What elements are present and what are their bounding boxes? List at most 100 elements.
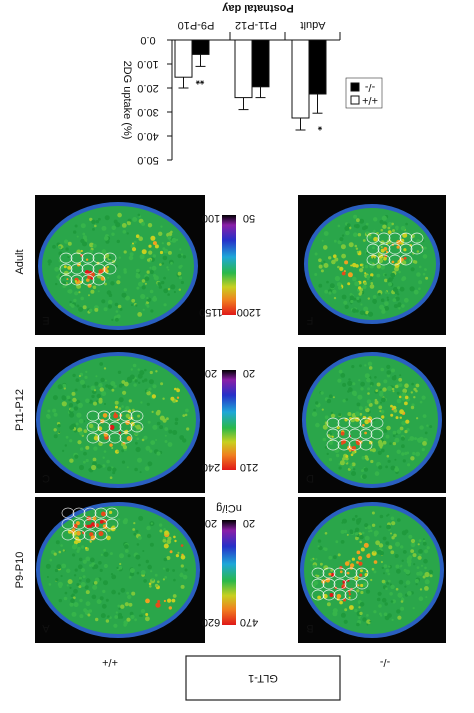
signal-speck: [404, 383, 409, 389]
signal-speck: [164, 530, 169, 536]
signal-speck: [64, 444, 68, 447]
barrel-outline: [355, 578, 369, 590]
signal-speck: [148, 582, 152, 586]
signal-speck: [344, 226, 350, 231]
autoradiograph: [35, 497, 205, 643]
x-tick-label: Adult: [300, 19, 325, 31]
signal-speck: [400, 436, 405, 441]
signal-speck: [97, 290, 100, 293]
signal-speck: [328, 256, 332, 260]
signal-speck: [180, 555, 186, 560]
signal-speck: [398, 579, 404, 585]
signal-speck: [396, 449, 401, 454]
signal-speck: [152, 296, 158, 302]
signal-speck: [344, 608, 348, 612]
signal-speck: [386, 296, 389, 299]
signal-speck: [130, 614, 135, 620]
signal-speck: [54, 568, 59, 573]
signal-speck: [355, 264, 359, 268]
signal-speck: [322, 424, 328, 430]
signal-speck: [342, 399, 346, 403]
signal-speck: [151, 410, 154, 413]
signal-speck: [341, 271, 346, 276]
barrel-outline: [97, 421, 111, 433]
signal-speck: [117, 604, 121, 608]
signal-speck: [109, 424, 115, 430]
signal-speck: [87, 275, 92, 279]
barrel-outline: [366, 254, 380, 266]
signal-speck: [76, 412, 82, 418]
signal-speck: [415, 583, 418, 586]
signal-speck: [182, 574, 188, 580]
signal-speck: [413, 563, 416, 566]
signal-speck: [73, 230, 77, 234]
signal-speck: [92, 457, 97, 462]
signal-speck: [146, 390, 151, 396]
signal-speck: [167, 442, 173, 447]
signal-speck: [100, 276, 106, 281]
signal-speck: [403, 256, 407, 260]
signal-speck: [76, 549, 80, 554]
signal-speck: [391, 222, 395, 226]
signal-speck: [385, 434, 390, 439]
barrel-outline: [86, 421, 100, 433]
signal-speck: [382, 387, 387, 392]
signal-speck: [393, 408, 398, 413]
signal-speck: [86, 516, 92, 521]
signal-speck: [94, 381, 99, 386]
title-box: [185, 655, 341, 701]
signal-speck: [357, 394, 363, 400]
signal-speck: [405, 419, 410, 424]
signal-speck: [359, 534, 364, 540]
barrel-outline: [83, 507, 97, 519]
signal-speck: [136, 571, 140, 575]
signal-speck: [381, 566, 384, 570]
signal-speck: [390, 272, 396, 278]
signal-speck: [356, 521, 360, 525]
signal-speck: [69, 412, 75, 418]
signal-speck: [350, 463, 353, 466]
colorbar-label: 50: [243, 212, 255, 224]
signal-speck: [109, 552, 113, 556]
signal-speck: [387, 278, 391, 283]
x-tick-label: P9-P10: [178, 19, 215, 31]
signal-speck: [416, 571, 420, 576]
signal-speck: [122, 230, 127, 234]
barrel-outline: [70, 263, 84, 275]
signal-speck: [408, 257, 414, 263]
signal-speck: [118, 384, 123, 388]
signal-speck: [79, 579, 82, 582]
y-axis-label: 2DG uptake (%): [121, 61, 133, 140]
signal-speck: [65, 435, 69, 439]
barrel-outline: [399, 254, 413, 266]
signal-speck: [372, 257, 375, 260]
signal-speck: [58, 245, 62, 249]
signal-speck: [72, 397, 77, 403]
signal-speck: [340, 431, 345, 436]
signal-speck: [161, 262, 165, 265]
signal-speck: [360, 590, 364, 595]
colorbar-label: 100: [202, 212, 220, 224]
signal-speck: [180, 544, 184, 547]
signal-speck: [170, 284, 176, 290]
signal-speck: [362, 617, 367, 622]
signal-speck: [386, 425, 391, 431]
signal-speck: [150, 440, 156, 445]
signal-speck: [399, 426, 404, 431]
signal-speck: [376, 382, 381, 387]
signal-speck: [359, 611, 363, 616]
colorbar-label: 20: [243, 367, 255, 379]
signal-speck: [177, 271, 182, 276]
signal-speck: [334, 275, 340, 282]
barrel-outline: [326, 428, 340, 440]
signal-speck: [384, 306, 390, 311]
signal-speck: [121, 292, 127, 298]
signal-speck: [70, 598, 75, 603]
signal-speck: [390, 404, 393, 408]
signal-speck: [376, 273, 381, 278]
signal-speck: [394, 437, 400, 443]
signal-speck: [157, 282, 162, 286]
signal-speck: [337, 240, 342, 245]
signal-speck: [356, 250, 360, 254]
signal-speck: [159, 425, 164, 430]
